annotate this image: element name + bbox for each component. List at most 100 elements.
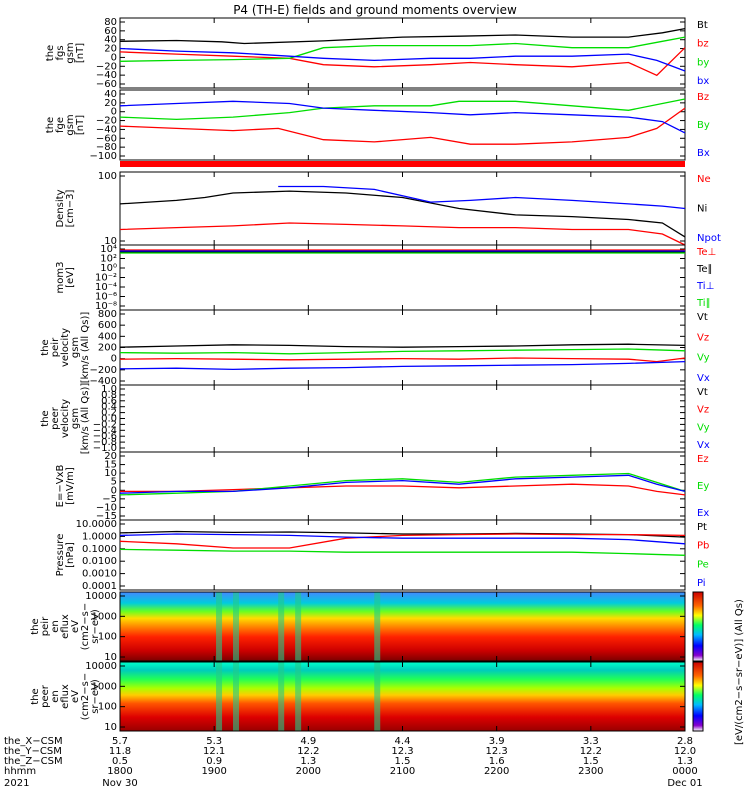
ephemeris-value: 1.3 (300, 756, 316, 767)
y-tick-label: 10⁻⁸ (95, 301, 117, 312)
series-pressure-Pb (119, 533, 686, 549)
y-tick-label: −60 (96, 133, 117, 144)
series-peir-Vt (119, 343, 686, 348)
legend-Ne: Ne (697, 174, 711, 185)
panel-frame (119, 519, 686, 591)
y-axis-label-line: en (50, 690, 61, 703)
y-axis-label-line: velocity (60, 328, 71, 367)
y-tick-label: −10 (96, 502, 117, 513)
plot-title: P4 (TH-E) fields and ground moments over… (233, 3, 517, 17)
legend-Vx: Vx (697, 373, 710, 384)
y-axis-label-line: peir (50, 337, 61, 357)
ephemeris-value: 12.0 (674, 746, 696, 757)
y-tick-label: 0.8 (101, 390, 117, 401)
y-axis-label-line: [mV/m] (65, 467, 76, 505)
y-axis-label-line: eV (70, 620, 81, 633)
y-axis-label-line: the (40, 339, 51, 355)
legend-by: by (697, 57, 709, 68)
ephemeris-value: 5.7 (112, 736, 128, 747)
y-axis-label-line: mom3 (55, 262, 66, 294)
series-density-Ne (119, 222, 686, 246)
y-axis-label-line: [km/s (All Qs)] (80, 312, 91, 384)
y-axis-label-line: the (30, 688, 41, 704)
y-axis-label-line: the (40, 410, 51, 426)
spectrogram-stripe (216, 662, 223, 731)
legend-Te∥: Te∥ (696, 264, 713, 275)
legend-Vz: Vz (697, 405, 709, 416)
legend-Pb: Pb (697, 541, 709, 552)
y-tick-label: 100 (98, 632, 117, 643)
legend-Ti∥: Ti∥ (696, 298, 711, 309)
legend-bz: bz (697, 39, 709, 50)
y-tick-label: 10.0000 (76, 519, 117, 530)
y-axis-label: Density [cm−3] (55, 189, 76, 227)
spectrogram-stripe (278, 592, 285, 661)
y-axis-label-line: gsm (65, 114, 76, 135)
y-tick-label: −40 (96, 70, 117, 81)
y-axis-label-line: [eV] (65, 267, 76, 288)
y-tick-label: 10⁴ (100, 244, 117, 255)
series-peir-Vx (119, 360, 686, 371)
legend-Vx: Vx (697, 440, 710, 451)
y-axis-label-line: velocity (60, 399, 71, 438)
legend-Pi: Pi (697, 578, 706, 589)
spectrogram-stripe (295, 662, 302, 731)
y-axis-label: the peer en eflux eV (cm2−s− sr−eV) (30, 673, 101, 720)
y-tick-label: 10000 (85, 661, 117, 672)
ephemeris-value: 11.8 (109, 746, 131, 757)
y-axis-label-line: fge (55, 117, 66, 133)
ephemeris-value: 2100 (390, 766, 415, 777)
y-axis-label-line: E=−VxB (55, 465, 66, 508)
y-axis-label-line: peer (40, 684, 51, 708)
legend-Vy: Vy (697, 422, 710, 433)
ephemeris-value: 1900 (201, 766, 226, 777)
y-tick-label: 0.0100 (82, 556, 117, 567)
spectrogram-stripe (233, 662, 239, 731)
ephemeris-value: 12.2 (580, 746, 602, 757)
y-tick-label: 10 (104, 236, 117, 247)
y-tick-label: 100 (98, 702, 117, 713)
y-tick-label: 40 (104, 35, 117, 46)
y-tick-label: 0 (111, 485, 117, 496)
y-tick-label: 10 (104, 722, 117, 733)
ephemeris-value: 4.4 (395, 736, 411, 747)
legend-Vt: Vt (697, 387, 708, 398)
y-axis-label: the peir velocity gsm [km/s (All Qs)] (40, 312, 91, 384)
series-peir-Vy (119, 348, 686, 355)
spectrogram-stripe (295, 592, 302, 661)
y-tick-label: −0.4 (93, 425, 117, 436)
series-pressure-Pi (119, 533, 686, 545)
ephemeris-value: 1.5 (583, 756, 599, 767)
y-tick-label: −0.2 (93, 419, 117, 430)
y-tick-label: 40 (104, 89, 117, 100)
spectrogram-stripe (278, 662, 285, 731)
legend-By: By (697, 120, 710, 131)
y-axis-label-line: the (45, 45, 56, 61)
y-axis-label: the fgs gsm [nT] (45, 42, 86, 63)
ephemeris-value: 1.3 (677, 756, 693, 767)
y-axis-label-line: the (45, 117, 56, 133)
y-tick-label: 600 (98, 320, 117, 331)
ephemeris-value: 4.9 (300, 736, 316, 747)
y-tick-label: −40 (96, 124, 117, 135)
spectrogram-stripe (216, 592, 223, 661)
series-density-Ni (119, 190, 686, 238)
y-tick-label: 0.2 (101, 408, 117, 419)
y-tick-label: 10² (100, 254, 117, 265)
ephemeris-label: 2021 (4, 778, 29, 789)
ephemeris-value: 3.9 (489, 736, 505, 747)
ephemeris-value: 1800 (107, 766, 132, 777)
series-fgs-Bt (119, 27, 686, 45)
spectrogram-stripe (233, 592, 239, 661)
series-density-Npot (278, 185, 686, 210)
y-axis-label-line: gsm (70, 337, 81, 358)
y-axis-label-line: Density (55, 189, 66, 227)
y-tick-label: 0.6 (101, 396, 117, 407)
y-axis-label-line: (cm2−s− (80, 673, 91, 720)
y-axis-label: the peer velocity gsm [km/s (All Qs)] (40, 383, 91, 455)
series-efield-Ex (119, 474, 686, 494)
y-axis-label-line: fgs (55, 45, 66, 60)
